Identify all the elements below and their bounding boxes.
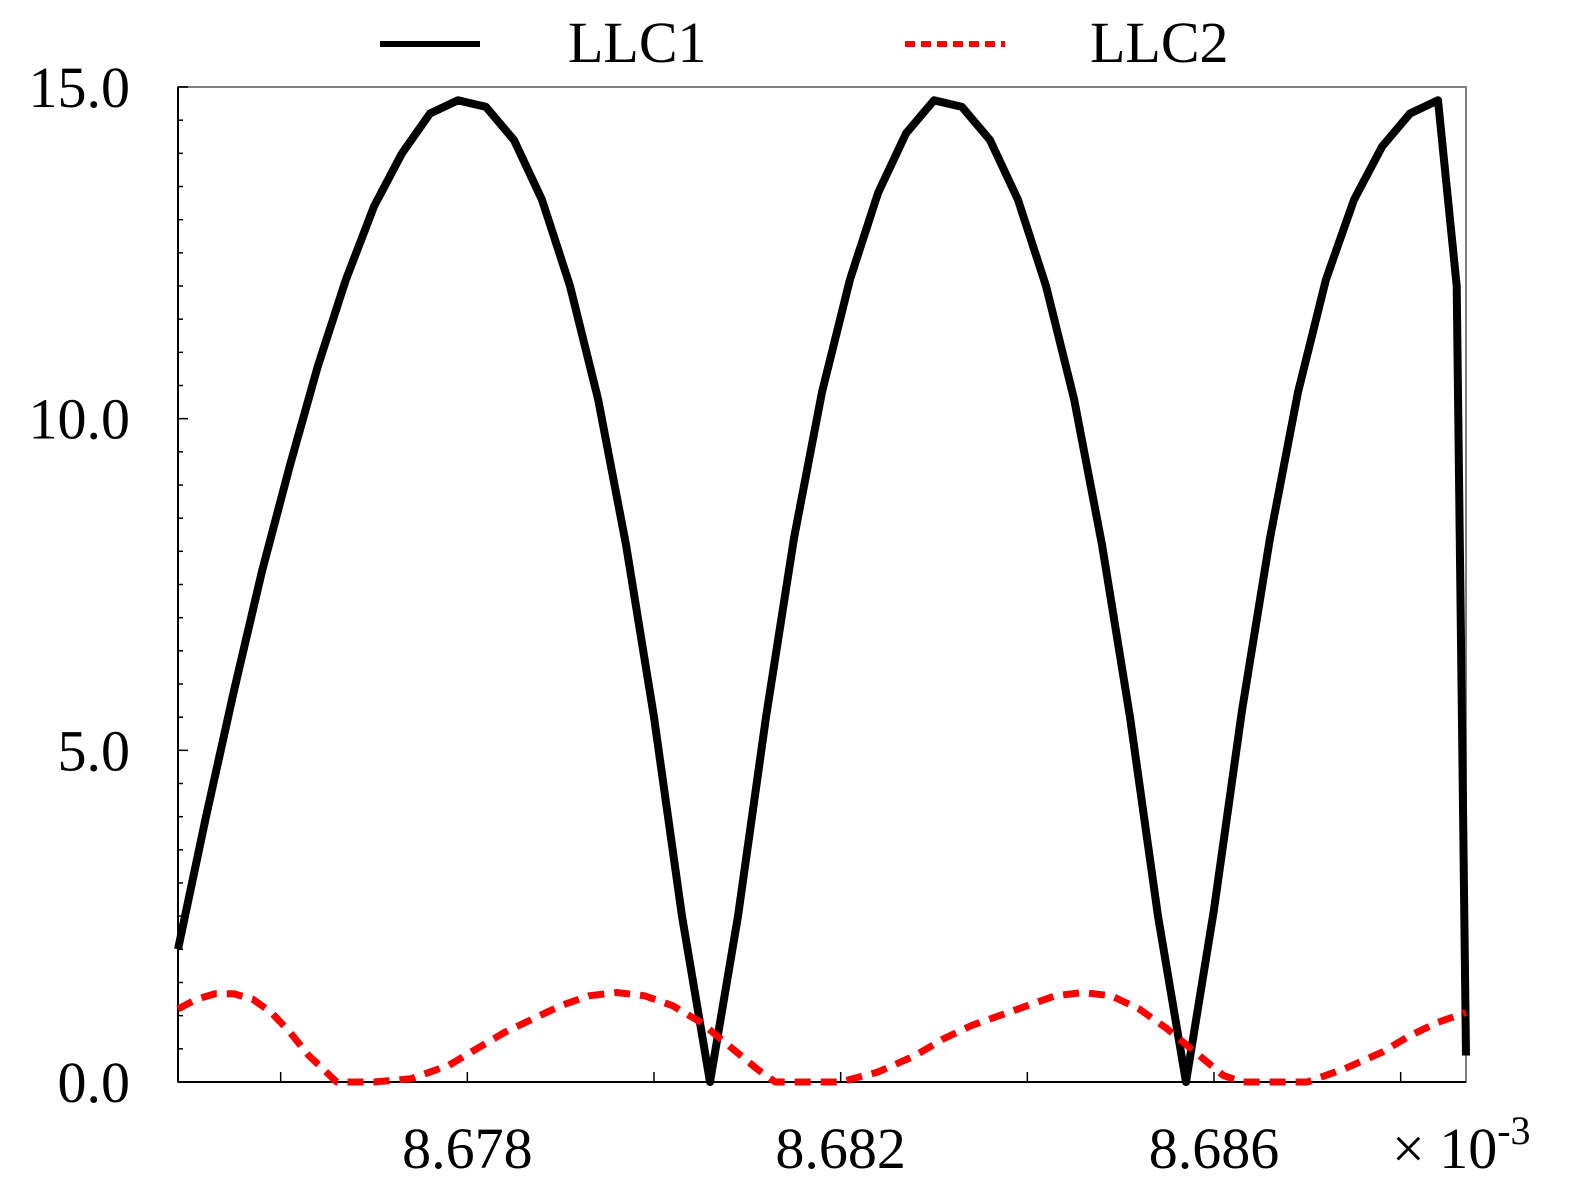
plot-area: [177, 86, 1467, 1083]
series-line-llc2: [176, 989, 1468, 1086]
x-tick-label: 8.682: [775, 1116, 906, 1181]
series-layer: [174, 96, 1470, 1086]
y-tick-label: 0.0: [58, 1050, 131, 1115]
y-axis: 0.0 5.0 10.0 15.0: [29, 55, 188, 1115]
legend: LLC1 LLC2: [380, 10, 1229, 75]
y-tick-label: 5.0: [58, 718, 131, 783]
x-axis-multiplier: × 10-3: [1392, 1108, 1531, 1181]
y-tick-label: 15.0: [29, 55, 131, 120]
x-tick-label: 8.678: [402, 1116, 533, 1181]
x-axis-multiplier-exponent: -3: [1497, 1108, 1530, 1153]
x-axis: 8.678 8.682 8.686: [279, 1072, 1402, 1181]
legend-label-llc1: LLC1: [568, 10, 707, 75]
y-tick-label: 10.0: [29, 387, 131, 452]
x-axis-multiplier-base: × 10: [1392, 1116, 1497, 1181]
series-line-llc1: [174, 96, 1470, 1086]
x-tick-label: 8.686: [1149, 1116, 1280, 1181]
legend-label-llc2: LLC2: [1090, 10, 1229, 75]
